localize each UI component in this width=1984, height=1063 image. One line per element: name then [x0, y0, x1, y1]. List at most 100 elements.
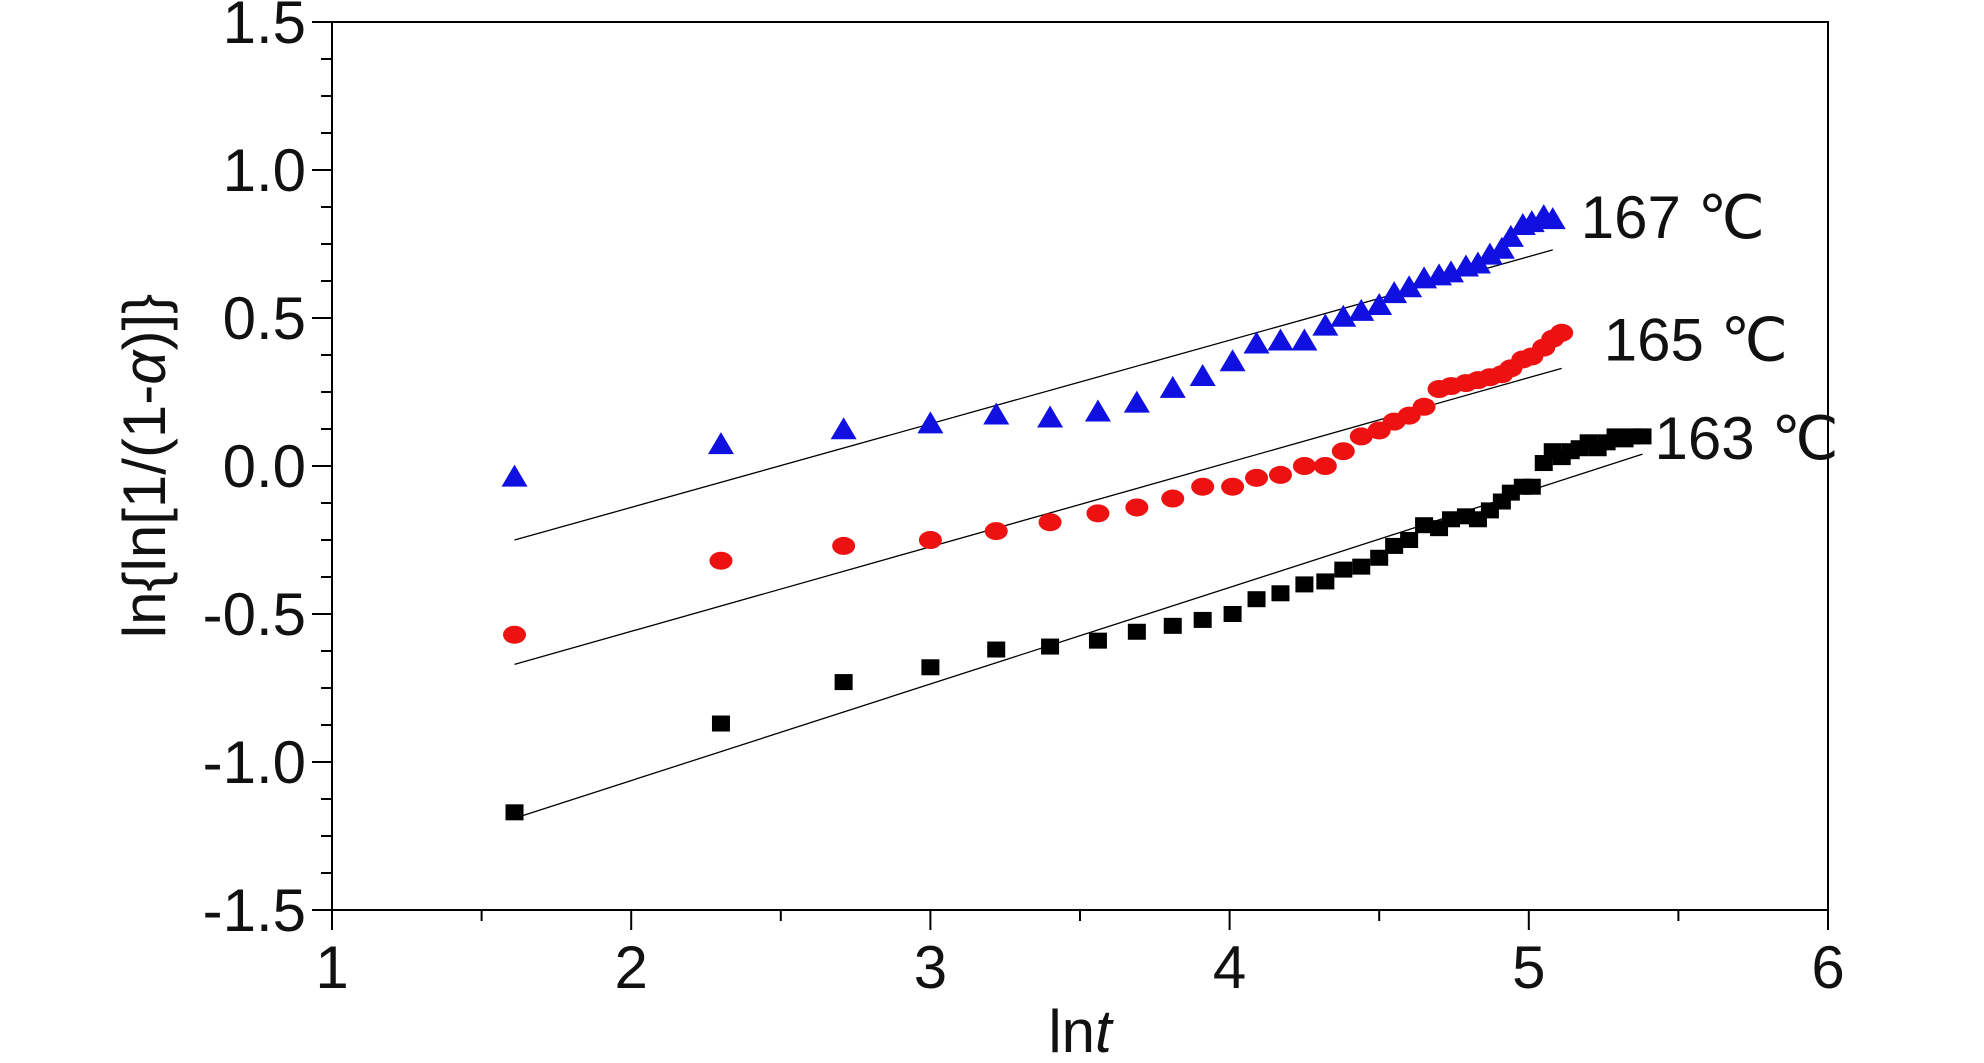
x-axis-title-prefix: ln [1048, 998, 1095, 1063]
data-point-circle [1245, 468, 1269, 487]
data-point-triangle [1219, 349, 1246, 372]
data-point-square [1247, 591, 1266, 608]
data-point-triangle [1312, 313, 1339, 336]
data-point-square [1442, 511, 1461, 528]
x-tick-label: 6 [1811, 934, 1844, 1001]
data-point-circle [1292, 457, 1316, 475]
data-point-square [1127, 623, 1146, 640]
x-axis-title-italic: t [1095, 998, 1114, 1063]
x-tick-label: 2 [615, 934, 648, 1001]
data-point-square [1522, 478, 1541, 495]
data-point-circle [1125, 498, 1149, 517]
data-point-square [987, 641, 1006, 658]
data-point-triangle [1539, 207, 1566, 230]
y-tick-label: 1.0 [223, 137, 306, 204]
y-axis-title-italic: α [111, 349, 178, 385]
data-point-square [1400, 532, 1419, 548]
data-point-triangle [830, 417, 857, 440]
data-point-circle [709, 551, 733, 570]
x-tick-label: 3 [914, 934, 947, 1001]
data-point-circle [984, 522, 1008, 541]
data-point-square [1295, 576, 1314, 593]
data-point-circle [1191, 477, 1215, 496]
data-point-square [1041, 638, 1060, 655]
y-tick-label: -1.5 [203, 877, 306, 944]
data-point-circle [1161, 489, 1185, 508]
data-point-triangle [1476, 242, 1503, 265]
data-point-circle [1313, 457, 1337, 475]
data-point-square [1385, 537, 1404, 554]
x-axis-title: lnt [1048, 998, 1114, 1063]
data-point-square [1633, 428, 1652, 445]
data-point-circle [1349, 427, 1373, 446]
data-point-triangle [1243, 331, 1270, 354]
data-point-triangle [707, 432, 734, 455]
y-tick-label: 0.0 [223, 433, 306, 500]
data-point-square [1316, 573, 1335, 590]
data-point-square [1223, 606, 1242, 622]
data-point-triangle [1488, 236, 1515, 259]
data-point-triangle [1396, 275, 1423, 298]
y-tick-label: 1.5 [223, 0, 306, 56]
data-point-square [711, 715, 730, 732]
x-tick-label: 5 [1512, 934, 1545, 1001]
data-point-triangle [1438, 260, 1465, 283]
y-tick-label: -1.0 [203, 729, 306, 796]
data-point-circle [1221, 477, 1245, 496]
data-point-triangle [1084, 399, 1111, 422]
data-point-triangle [1366, 292, 1393, 315]
data-point-triangle [1291, 328, 1318, 351]
fit-lines [514, 249, 1643, 819]
data-point-circle [918, 531, 942, 549]
data-point-square [505, 804, 524, 821]
data-point-triangle [1497, 224, 1524, 247]
x-tick-label: 4 [1213, 934, 1246, 1001]
data-point-square [1352, 558, 1371, 575]
data-point-triangle [1381, 281, 1408, 304]
series-label: 163 ℃ [1654, 405, 1838, 472]
data-point-square [1334, 561, 1353, 578]
data-point-triangle [1267, 328, 1294, 351]
series-labels: 167 ℃ 165 ℃ 163 ℃ [1581, 184, 1839, 472]
data-point-triangle [1159, 375, 1186, 398]
data-point-circle [1412, 397, 1436, 416]
data-point-square [1370, 549, 1389, 566]
series-label: 167 ℃ [1581, 184, 1765, 251]
data-point-square [834, 674, 853, 691]
data-point-triangle [917, 411, 944, 434]
data-point-circle [1038, 513, 1062, 532]
x-axis-ticks: 1 2 3 4 5 6 [315, 910, 1845, 1001]
data-point-square [1088, 632, 1107, 649]
data-point-circle [1331, 442, 1355, 461]
data-point-square [1415, 517, 1434, 534]
data-point-triangle [1330, 304, 1357, 327]
data-point-triangle [1348, 298, 1375, 321]
data-point-square [1193, 611, 1212, 628]
y-axis-ticks: 1.5 1.0 0.5 0.0 -0.5 -1.0 -1.5 [203, 0, 332, 944]
plot-frame [331, 21, 1829, 911]
data-point-circle [1086, 504, 1110, 523]
y-axis-title-suffix: )]} [111, 294, 178, 351]
data-point-triangle [1189, 364, 1216, 386]
data-point-triangle [1518, 210, 1545, 233]
data-point-square [1271, 585, 1290, 602]
y-tick-label: 0.5 [223, 285, 306, 352]
y-axis-title: ln{ln[1/(1-α)]} [111, 294, 178, 638]
x-tick-label: 1 [315, 934, 348, 1001]
data-point-triangle [983, 402, 1010, 425]
data-point-circle [503, 625, 527, 644]
data-point-triangle [501, 464, 528, 487]
data-point-square [1163, 617, 1182, 634]
data-point-circle [1550, 323, 1574, 342]
data-markers [501, 204, 1652, 821]
data-point-square [921, 659, 940, 676]
series-label: 165 ℃ [1604, 306, 1788, 373]
y-tick-label: -0.5 [203, 581, 306, 648]
data-point-circle [1268, 465, 1292, 484]
data-point-circle [832, 536, 856, 555]
data-point-triangle [1123, 390, 1150, 413]
data-point-triangle [1037, 405, 1064, 428]
y-axis-title-prefix: ln{ln[1/(1- [111, 385, 178, 638]
data-point-triangle [1464, 251, 1491, 274]
